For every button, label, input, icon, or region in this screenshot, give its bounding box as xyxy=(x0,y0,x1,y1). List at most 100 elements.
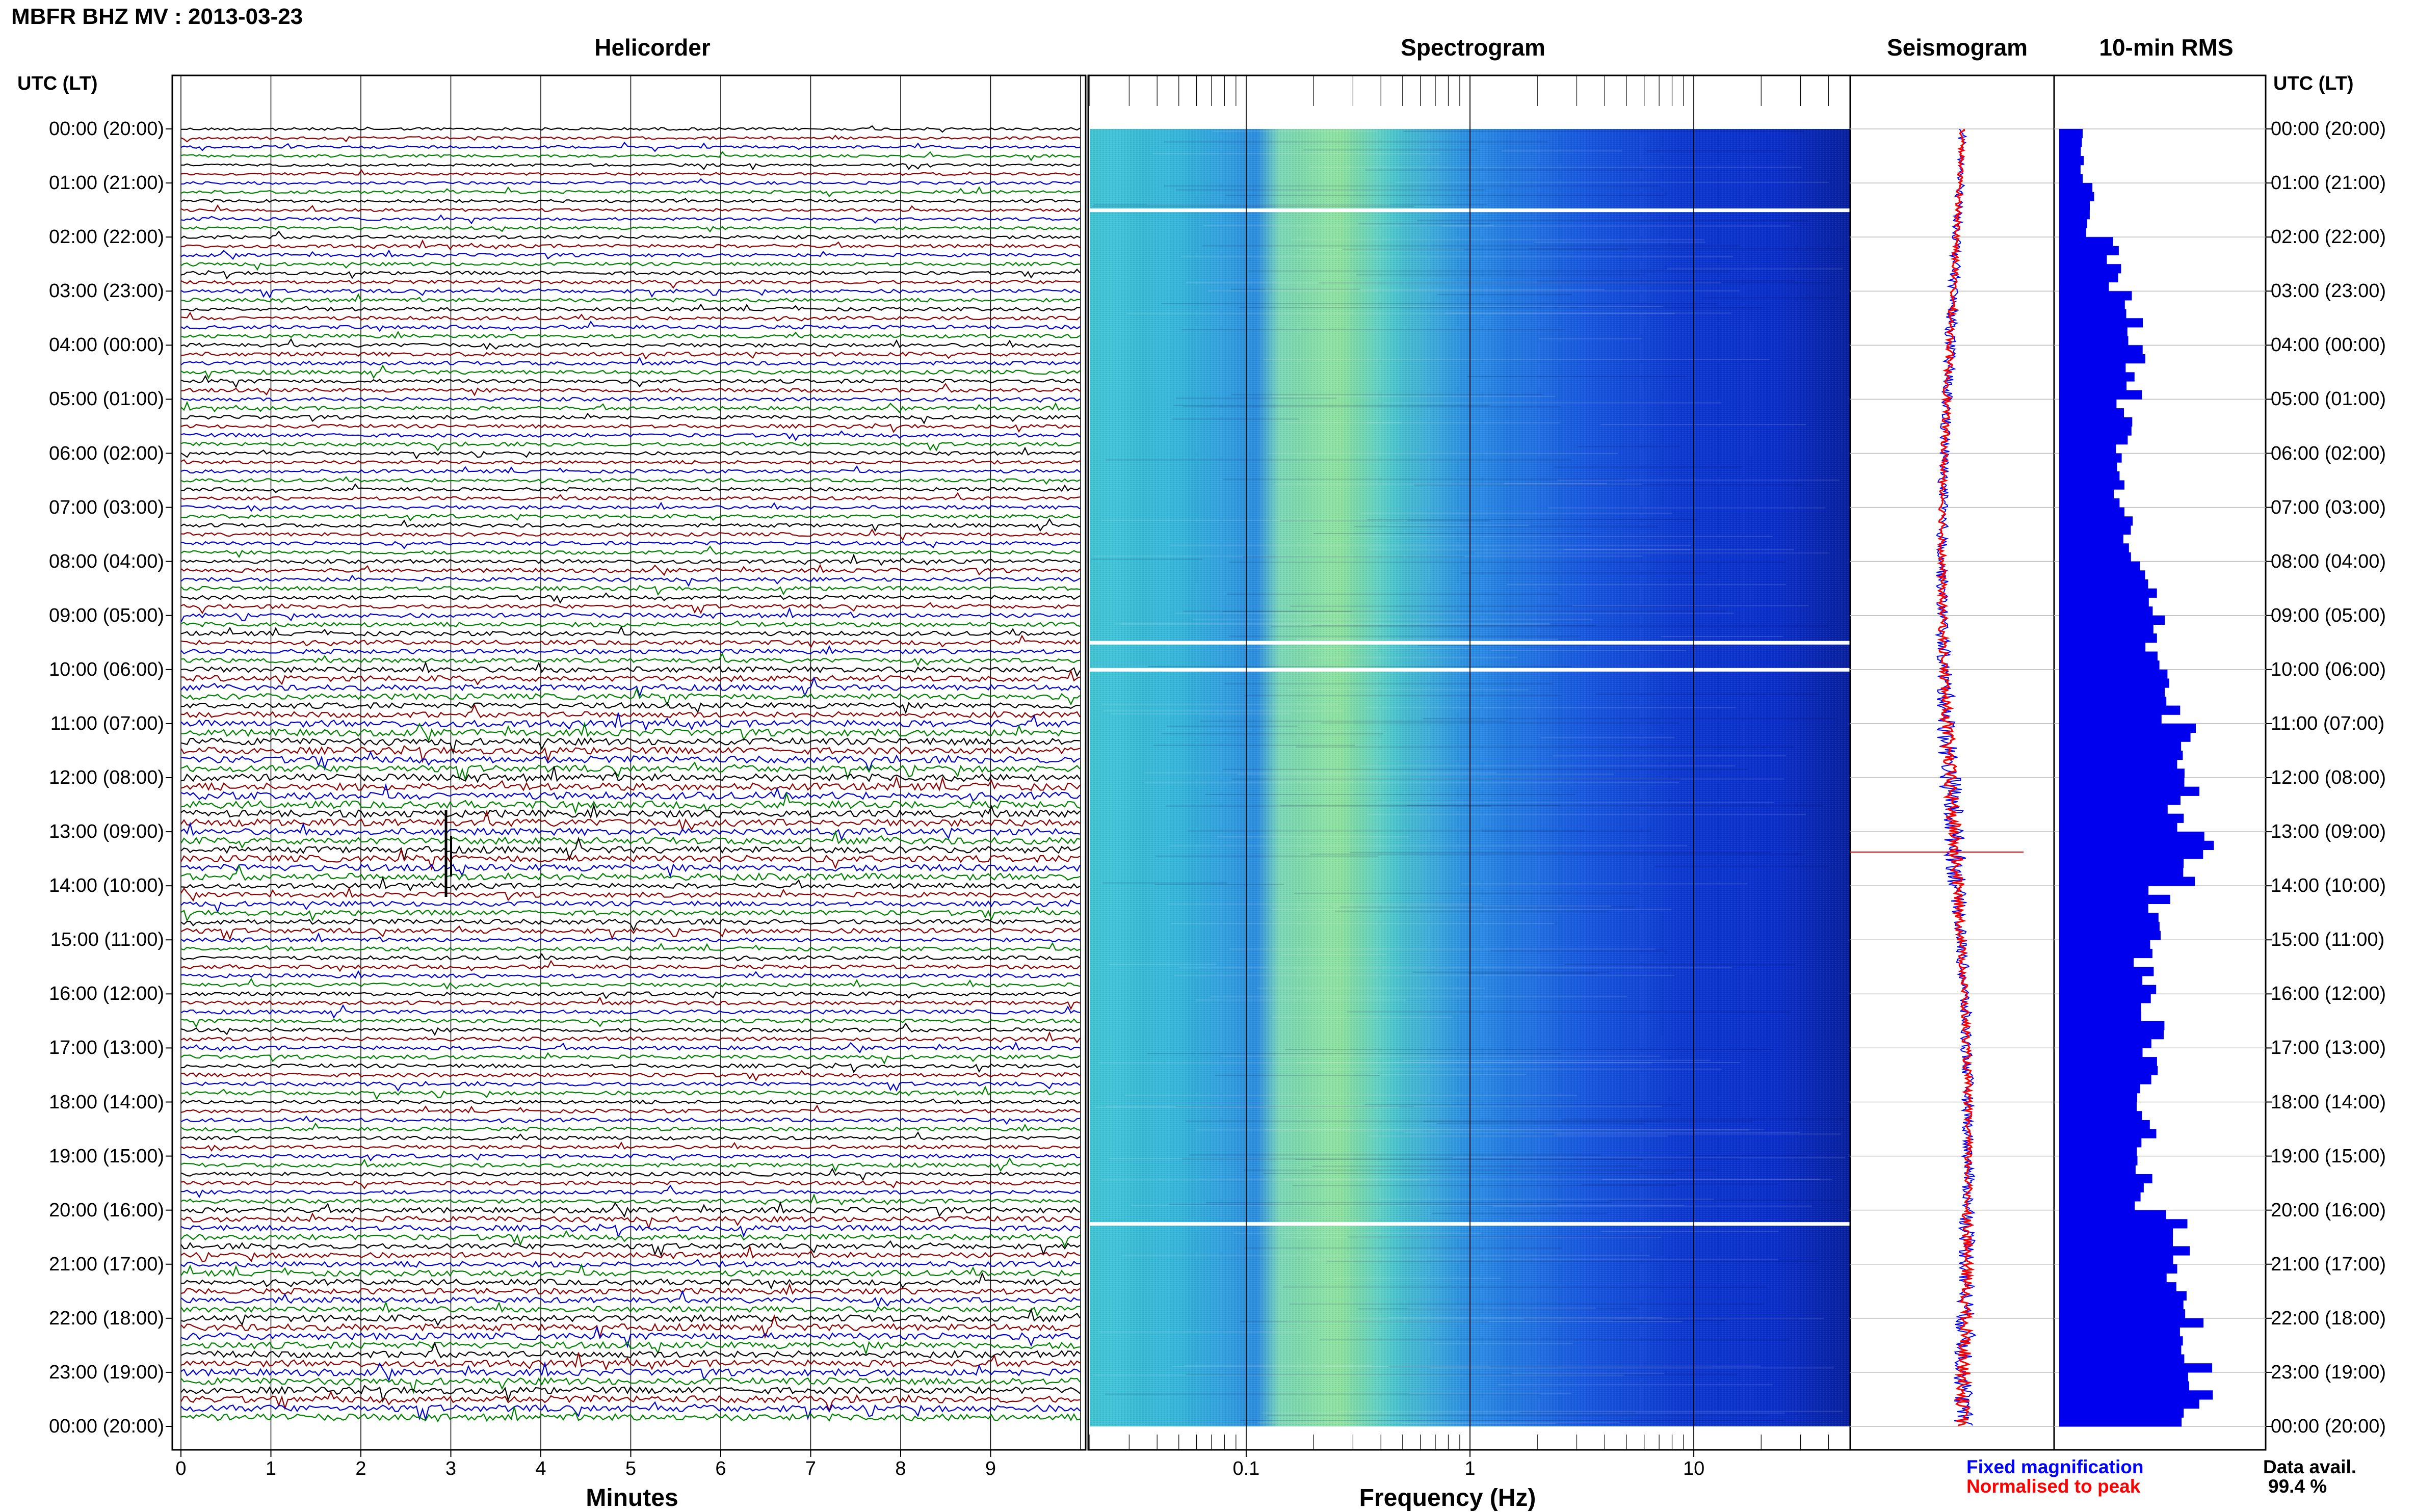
helicorder-trace xyxy=(180,1341,1081,1359)
helicorder-trace xyxy=(180,331,1081,339)
spectrogram-streak xyxy=(1461,572,1708,574)
helicorder-trace xyxy=(180,574,1081,587)
spectrogram-streak xyxy=(1602,1179,1832,1180)
spectrogram-streak xyxy=(1601,1231,1779,1232)
rms-bar xyxy=(2059,1156,2138,1165)
time-tick-label-right: 00:00 (20:00) xyxy=(2271,1416,2386,1437)
rms-bar xyxy=(2059,507,2124,517)
rms-bar xyxy=(2059,462,2117,472)
spectrogram-streak xyxy=(1166,726,1298,727)
spectrogram-streak xyxy=(1376,802,1774,803)
spectrogram-streak xyxy=(1192,619,1593,620)
rms-bar xyxy=(2059,480,2124,490)
spectrogram-streak xyxy=(1461,883,1748,885)
spectrogram-streak xyxy=(1701,297,1840,299)
spectrogram-streak xyxy=(1144,772,1496,774)
spectrogram-streak xyxy=(1537,280,1795,282)
rms-bar xyxy=(2059,381,2127,391)
rms-bar xyxy=(2059,948,2152,959)
minute-tick-label: 6 xyxy=(715,1458,726,1479)
minute-tick-label: 3 xyxy=(445,1458,457,1479)
rms-bar xyxy=(2059,1408,2184,1418)
spectrogram-streak xyxy=(1430,1367,1834,1369)
time-tick-label-right: 16:00 (12:00) xyxy=(2271,983,2386,1005)
rms-bar xyxy=(2059,435,2128,445)
time-tick-label-right: 18:00 (14:00) xyxy=(2271,1091,2386,1113)
helicorder-trace xyxy=(180,1341,1081,1356)
rms-bar xyxy=(2059,1147,2137,1157)
spectrogram-streak xyxy=(1309,657,1517,658)
spectrogram-streak xyxy=(1370,1074,1527,1075)
time-tick-label-left: 21:00 (17:00) xyxy=(48,1253,164,1275)
time-tick-label-left: 14:00 (10:00) xyxy=(48,875,164,897)
spectrogram-streak xyxy=(1265,1129,1765,1131)
time-tick-label-right: 00:00 (20:00) xyxy=(2271,118,2386,140)
time-tick-label-left: 18:00 (14:00) xyxy=(48,1091,164,1113)
helicorder-trace xyxy=(180,226,1081,233)
rms-bar xyxy=(2059,651,2158,661)
rms-bar xyxy=(2059,543,2129,553)
rms-bar xyxy=(2059,417,2133,427)
spectrogram-streak xyxy=(1367,519,1698,520)
page-title: MBFR BHZ MV : 2013-03-23 xyxy=(11,4,303,29)
time-tick-label-left: 10:00 (06:00) xyxy=(48,658,164,680)
helicorder-trace xyxy=(180,483,1081,493)
helicorder-trace xyxy=(180,1141,1081,1152)
helicorder-trace xyxy=(180,261,1081,271)
spectrogram-streak xyxy=(1161,303,1717,305)
spectrogram-streak xyxy=(1498,1384,1773,1386)
spectrogram-streak xyxy=(1548,507,1826,509)
rms-bar xyxy=(2059,732,2191,742)
spectrogram-streak xyxy=(1403,130,1804,132)
spectrogram-streak xyxy=(1529,248,1845,250)
helicorder-trace xyxy=(180,1325,1081,1348)
time-tick-label-right: 01:00 (21:00) xyxy=(2271,172,2386,194)
helicorder-trace xyxy=(180,847,1081,871)
helicorder-trace xyxy=(180,375,1081,388)
helicorder-trace xyxy=(180,996,1081,1010)
rms-bar xyxy=(2059,228,2086,237)
spectrogram-streak xyxy=(1308,167,1802,168)
spectrogram-streak xyxy=(1181,329,1565,331)
spectrogram-streak xyxy=(1436,1123,1644,1124)
rms-bar xyxy=(2059,741,2182,751)
spectrogram-streak xyxy=(1646,150,1783,152)
time-tick-label-right: 03:00 (23:00) xyxy=(2271,280,2386,302)
helicorder-trace xyxy=(180,446,1081,460)
rms-bar xyxy=(2059,516,2133,526)
spectrogram-streak xyxy=(1228,562,1786,563)
helicorder-trace xyxy=(180,1361,1081,1382)
spectrogram-streak xyxy=(1468,972,1598,974)
spectrogram-streak xyxy=(1360,513,1672,514)
rms-bar xyxy=(2059,1201,2135,1211)
spectrogram-streak xyxy=(1414,484,1803,486)
helicorder-trace xyxy=(180,249,1081,260)
helicorder-trace xyxy=(180,430,1081,441)
spectrogram-streak xyxy=(1208,290,1740,291)
helicorder-trace xyxy=(180,761,1081,782)
helicorder-trace xyxy=(180,1022,1081,1037)
helicorder-trace xyxy=(180,821,1081,841)
rms-bar xyxy=(2059,894,2170,904)
spectrogram-streak xyxy=(1267,453,1618,454)
helicorder-trace xyxy=(180,1104,1081,1114)
time-tick-label-right: 23:00 (19:00) xyxy=(2271,1361,2386,1383)
spectrogram-streak xyxy=(1289,1303,1765,1305)
minute-tick-label: 0 xyxy=(175,1458,187,1479)
helicorder-trace xyxy=(180,1122,1081,1133)
spectrogram-streak xyxy=(1233,1232,1481,1234)
helicorder-trace xyxy=(180,459,1081,465)
rms-bar xyxy=(2059,1165,2136,1175)
rms-bar xyxy=(2059,1381,2189,1391)
spectrogram-streak xyxy=(1169,545,1691,546)
time-tick-label-left: 02:00 (22:00) xyxy=(48,226,164,248)
spectrogram-streak xyxy=(1125,1095,1577,1096)
spectrogram-streak xyxy=(1231,394,1543,395)
helicorder-trace xyxy=(180,745,1081,763)
rms-bar xyxy=(2059,453,2122,463)
helicorder-trace xyxy=(180,204,1081,213)
spectrogram-streak xyxy=(1173,405,1490,406)
spectrogram-streak xyxy=(1609,1200,1842,1201)
helicorder-trace xyxy=(180,809,1081,832)
helicorder-trace xyxy=(180,876,1081,892)
